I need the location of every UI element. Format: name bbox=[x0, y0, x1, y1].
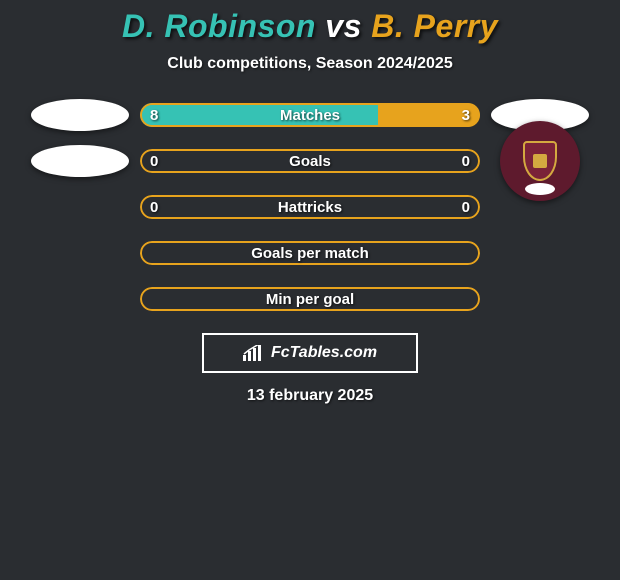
stat-value-right: 0 bbox=[462, 153, 470, 170]
player1-name: D. Robinson bbox=[122, 8, 316, 44]
player2-name: B. Perry bbox=[371, 8, 498, 44]
brand-box: FcTables.com bbox=[202, 333, 418, 373]
stat-bar: Goals0 0 bbox=[140, 149, 480, 173]
stat-row: Goals0 0 bbox=[0, 149, 620, 173]
page-title: D. Robinson vs B. Perry bbox=[0, 8, 620, 45]
date-text: 13 february 2025 bbox=[0, 387, 620, 405]
brand-text: FcTables.com bbox=[271, 344, 377, 362]
stat-row: Min per goal bbox=[0, 287, 620, 311]
subtitle: Club competitions, Season 2024/2025 bbox=[0, 55, 620, 73]
stat-value-right: 0 bbox=[462, 199, 470, 216]
player-avatar-placeholder bbox=[31, 145, 129, 177]
stat-label: Matches bbox=[140, 107, 480, 124]
left-avatar-slot bbox=[30, 99, 130, 131]
stat-bar: Min per goal bbox=[140, 287, 480, 311]
stat-row: Goals per match bbox=[0, 241, 620, 265]
stat-bar: Goals per match bbox=[140, 241, 480, 265]
comparison-card: D. Robinson vs B. Perry Club competition… bbox=[0, 0, 620, 405]
right-avatar-slot bbox=[490, 121, 590, 201]
player-avatar-placeholder bbox=[31, 99, 129, 131]
stat-bar: Hattricks0 0 bbox=[140, 195, 480, 219]
stat-label: Hattricks bbox=[140, 199, 480, 216]
club-crest bbox=[500, 121, 580, 201]
stat-value-left: 8 bbox=[150, 107, 158, 124]
stat-label: Goals bbox=[140, 153, 480, 170]
chart-icon bbox=[243, 345, 263, 361]
vs-text: vs bbox=[325, 8, 362, 44]
stat-value-left: 0 bbox=[150, 199, 158, 216]
stat-label: Goals per match bbox=[140, 245, 480, 262]
left-avatar-slot bbox=[30, 145, 130, 177]
stat-bar: Matches8 3 bbox=[140, 103, 480, 127]
stat-value-left: 0 bbox=[150, 153, 158, 170]
stat-value-right: 3 bbox=[462, 107, 470, 124]
stat-rows: Matches83Goals00Hattricks00Goals per mat… bbox=[0, 103, 620, 311]
stat-label: Min per goal bbox=[140, 291, 480, 308]
